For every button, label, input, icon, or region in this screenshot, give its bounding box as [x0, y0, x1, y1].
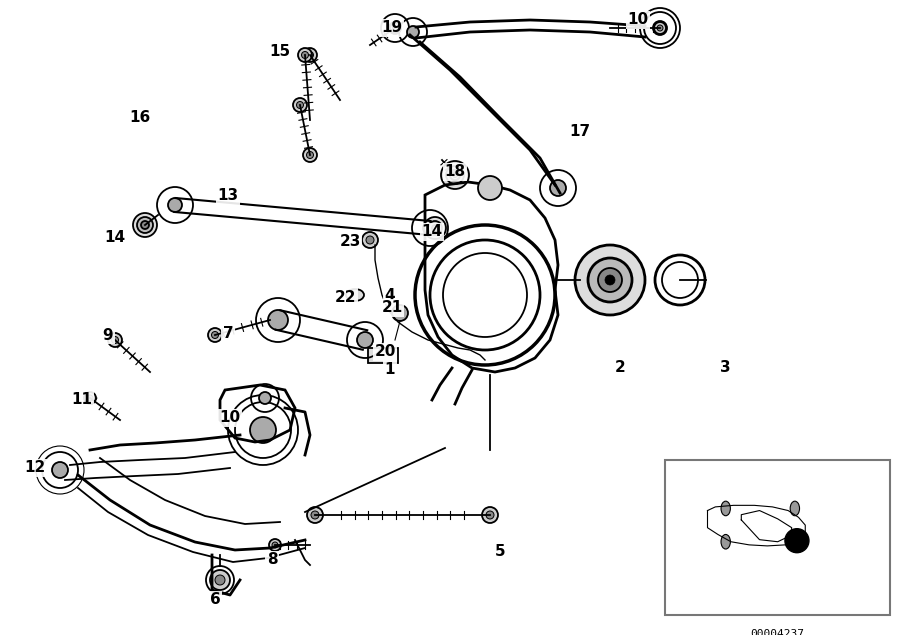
Circle shape: [428, 221, 442, 235]
Text: 22: 22: [335, 290, 356, 305]
Circle shape: [575, 245, 645, 315]
Circle shape: [657, 25, 663, 31]
Circle shape: [108, 333, 122, 347]
Bar: [368, 348, 398, 363]
Text: 10: 10: [220, 410, 240, 425]
Circle shape: [208, 328, 222, 342]
Circle shape: [432, 225, 438, 231]
Text: 5: 5: [495, 544, 505, 559]
Circle shape: [52, 462, 68, 478]
Text: 6: 6: [210, 592, 220, 608]
Circle shape: [605, 275, 615, 285]
Circle shape: [446, 166, 464, 184]
Circle shape: [307, 507, 323, 523]
Text: 00004237: 00004237: [751, 629, 805, 635]
Text: 14: 14: [421, 225, 443, 239]
Circle shape: [450, 170, 460, 180]
Ellipse shape: [346, 289, 364, 301]
Circle shape: [366, 236, 374, 244]
Circle shape: [478, 176, 502, 200]
Text: 7: 7: [222, 326, 233, 340]
Circle shape: [392, 305, 408, 321]
Circle shape: [137, 217, 153, 233]
Text: 10: 10: [627, 13, 649, 27]
Text: 16: 16: [130, 109, 150, 124]
Circle shape: [453, 173, 457, 178]
Circle shape: [407, 26, 419, 38]
Circle shape: [390, 23, 400, 33]
Ellipse shape: [721, 501, 731, 516]
Circle shape: [250, 417, 276, 443]
Circle shape: [112, 337, 119, 344]
Circle shape: [389, 22, 401, 34]
Circle shape: [293, 98, 307, 112]
Circle shape: [424, 217, 446, 239]
Circle shape: [296, 102, 303, 109]
Text: 14: 14: [104, 231, 126, 246]
Circle shape: [441, 161, 469, 189]
Ellipse shape: [721, 535, 731, 549]
Text: 4: 4: [384, 288, 395, 302]
Circle shape: [133, 213, 157, 237]
Circle shape: [268, 310, 288, 330]
Text: 1: 1: [385, 363, 395, 377]
Circle shape: [653, 21, 667, 35]
Text: 15: 15: [269, 44, 291, 60]
Circle shape: [302, 51, 309, 58]
Circle shape: [482, 507, 498, 523]
Bar: [665, 460, 890, 615]
Circle shape: [212, 331, 219, 338]
Circle shape: [303, 148, 317, 162]
Text: 9: 9: [103, 328, 113, 342]
Text: 20: 20: [374, 345, 396, 359]
Circle shape: [357, 332, 373, 348]
Circle shape: [168, 198, 182, 212]
Text: 2: 2: [615, 361, 626, 375]
Circle shape: [392, 25, 398, 30]
Circle shape: [598, 268, 622, 292]
Text: 19: 19: [382, 20, 402, 36]
Polygon shape: [707, 505, 806, 546]
Circle shape: [307, 152, 313, 159]
Circle shape: [298, 48, 312, 62]
Circle shape: [87, 395, 93, 401]
Circle shape: [307, 51, 313, 58]
Circle shape: [210, 570, 230, 590]
Text: 13: 13: [218, 189, 238, 203]
Circle shape: [362, 232, 378, 248]
Text: 3: 3: [720, 361, 730, 375]
Text: 23: 23: [339, 234, 361, 250]
Circle shape: [588, 258, 632, 302]
Circle shape: [654, 22, 666, 34]
Circle shape: [269, 539, 281, 551]
Circle shape: [84, 392, 96, 404]
Text: 8: 8: [266, 552, 277, 568]
Circle shape: [259, 392, 271, 404]
Ellipse shape: [790, 501, 799, 516]
Circle shape: [550, 180, 566, 196]
Circle shape: [303, 48, 317, 62]
Circle shape: [785, 529, 809, 552]
Circle shape: [423, 221, 437, 235]
Text: 12: 12: [24, 460, 46, 476]
Text: 18: 18: [445, 164, 465, 180]
Text: 17: 17: [570, 124, 590, 140]
Circle shape: [272, 542, 278, 548]
Circle shape: [311, 511, 319, 519]
Circle shape: [486, 511, 494, 519]
Circle shape: [450, 170, 460, 180]
Text: 11: 11: [71, 392, 93, 408]
Text: 21: 21: [382, 300, 402, 316]
Circle shape: [215, 575, 225, 585]
Ellipse shape: [790, 535, 799, 549]
Circle shape: [141, 221, 149, 229]
